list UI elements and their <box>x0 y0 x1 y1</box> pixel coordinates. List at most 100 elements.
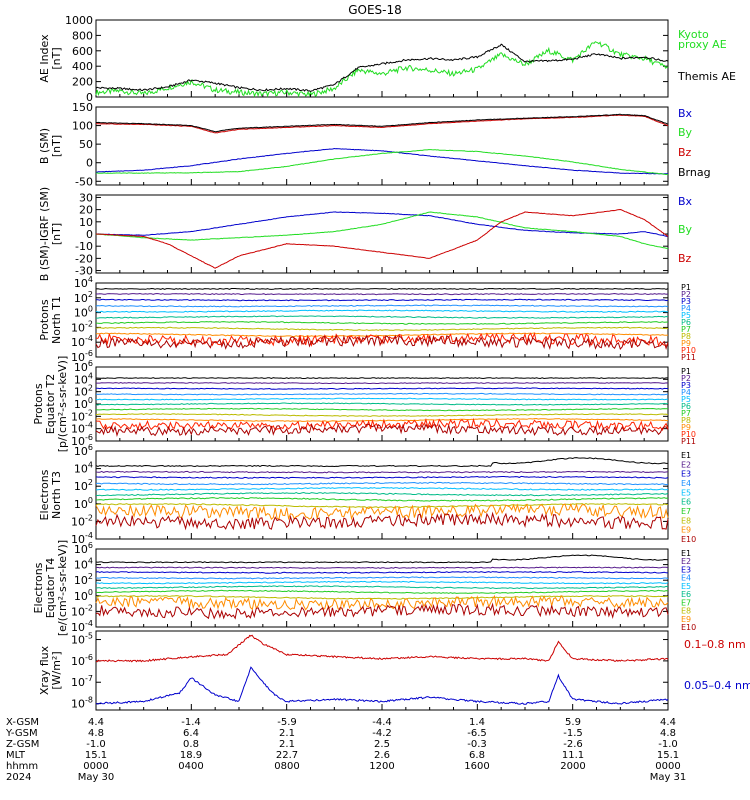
channel-label-p8: P8 <box>681 416 691 425</box>
y-tick-label: 10-6 <box>71 653 93 668</box>
y-tick-label: 102 <box>74 572 93 587</box>
y-tick-label: 104 <box>74 461 93 476</box>
ephemeris-value: -6.5 <box>467 728 487 739</box>
channel-label-p11: P11 <box>681 437 696 446</box>
y-tick-label: 106 <box>74 443 93 458</box>
channel-line-p2 <box>95 292 669 296</box>
y-tick-label: 10 <box>79 216 93 229</box>
y-axis-label: Electrons <box>32 562 45 613</box>
ephemeris-table: X-GSM 4.4 -1.4 -5.9 -4.4 1.4 5.9 4.4 Y-GSM 4.8 6.4… <box>5 717 686 783</box>
series-line-by <box>95 149 669 176</box>
channel-line-e2 <box>95 566 669 569</box>
ephemeris-value: -2.6 <box>563 739 583 750</box>
legend-entry: Bz <box>678 252 692 265</box>
ephemeris-value: 1600 <box>464 761 489 772</box>
legend-entry: By <box>678 126 693 139</box>
ephemeris-value: -0.3 <box>467 739 487 750</box>
y-tick-label: 600 <box>72 45 93 58</box>
channel-line-p1 <box>95 287 669 290</box>
y-tick-label: -20 <box>75 252 93 265</box>
channel-line-p7 <box>95 321 669 325</box>
y-axis-label: B (SM)-IGRF (SM) <box>38 187 51 281</box>
ephemeris-row-label: 2024 <box>6 772 31 783</box>
ephemeris-value: -1.0 <box>658 739 678 750</box>
channel-label-e8: E8 <box>681 516 691 525</box>
panel-frame <box>95 630 669 711</box>
ephemeris-value: 11.1 <box>562 750 584 761</box>
y-tick-label: 50 <box>79 138 93 151</box>
channel-label-e1: E1 <box>681 549 691 558</box>
series-line-bz <box>95 114 669 134</box>
channel-line-e10 <box>95 511 669 531</box>
ephemeris-value: 4.8 <box>660 728 676 739</box>
channel-label-p11: P11 <box>681 353 696 362</box>
y-axis-label: Equator T2 <box>44 374 57 434</box>
channel-label-p1: P1 <box>681 367 691 376</box>
ephemeris-value: -1.0 <box>86 739 106 750</box>
channel-line-e3 <box>95 475 669 479</box>
ephemeris-value: 1200 <box>369 761 394 772</box>
channel-line-p3 <box>95 298 669 302</box>
ephemeris-value: 1.4 <box>469 717 485 728</box>
channel-label-e3: E3 <box>681 470 691 479</box>
chart-title: GOES-18 <box>348 3 402 17</box>
legend-entry: Bx <box>678 107 693 120</box>
channel-line-e8 <box>95 503 669 509</box>
y-tick-label: 100 <box>72 120 93 133</box>
series-line-0-05-0-4-nm <box>95 666 669 705</box>
channel-label-p9: P9 <box>681 423 691 432</box>
channel-line-p3 <box>96 387 668 390</box>
legend-entry: proxy AE <box>678 38 727 51</box>
ephemeris-row-label: MLT <box>6 750 26 761</box>
y-axis-label: [nT] <box>50 223 63 245</box>
channel-line-p1 <box>95 377 668 380</box>
channel-line-p9 <box>95 417 668 422</box>
ephemeris-value: 0000 <box>83 761 108 772</box>
y-axis-label: Protons <box>38 299 51 340</box>
channel-label-e6: E6 <box>681 498 691 507</box>
channel-line-e4 <box>95 576 669 580</box>
channel-label-e9: E9 <box>681 526 691 535</box>
ephemeris-value: 0400 <box>178 761 203 772</box>
y-tick-label: 104 <box>74 557 93 572</box>
ephemeris-row-label: Y-GSM <box>5 728 38 739</box>
y-tick-label: 100 <box>74 588 93 603</box>
y-axis-label: [e/(cm²-s-sr-keV)] <box>56 540 69 636</box>
channel-line-p7 <box>95 407 669 412</box>
ephemeris-value: -4.2 <box>372 728 392 739</box>
ephemeris-value: 0000 <box>655 761 680 772</box>
y-axis-label: [nT] <box>50 47 63 69</box>
channel-line-e10 <box>95 602 669 620</box>
legend-entry: Brnag <box>678 166 711 179</box>
channel-label-p4: P4 <box>681 388 691 397</box>
y-tick-label: 10-2 <box>71 603 93 618</box>
ephemeris-value: 0800 <box>274 761 299 772</box>
channel-label-p8: P8 <box>681 332 691 341</box>
y-tick-label: 10-8 <box>71 696 93 711</box>
ephemeris-value: 15.1 <box>85 750 107 761</box>
channel-line-e6 <box>95 491 669 497</box>
y-tick-label: 1000 <box>65 14 93 27</box>
y-tick-label: 10-2 <box>71 513 93 528</box>
y-tick-label: 200 <box>72 76 93 89</box>
legend-entry: Kyoto <box>678 28 709 41</box>
channel-label-e7: E7 <box>681 507 691 516</box>
y-axis-label: [p/(cm²-s-sr-keV)] <box>56 356 69 453</box>
ephemeris-value: 6.4 <box>183 728 199 739</box>
y-axis-label: Protons <box>32 383 45 424</box>
channel-label-p5: P5 <box>681 311 691 320</box>
ephemeris-value: -4.4 <box>372 717 392 728</box>
y-tick-label: 102 <box>74 290 93 305</box>
y-tick-label: 10-4 <box>71 334 93 349</box>
ephemeris-value: 2.6 <box>374 750 390 761</box>
ephemeris-row-label: Z-GSM <box>6 739 39 750</box>
y-tick-label: 106 <box>74 541 93 556</box>
channel-label-p3: P3 <box>681 381 691 390</box>
channel-line-e8 <box>96 594 669 600</box>
series-line-bx <box>95 147 668 175</box>
panel-frame <box>95 194 669 274</box>
panel-xray: 10-5 10-6 10-7 10-8 Xray flux [W/m²] 0.1–0.8 n… <box>38 630 750 711</box>
